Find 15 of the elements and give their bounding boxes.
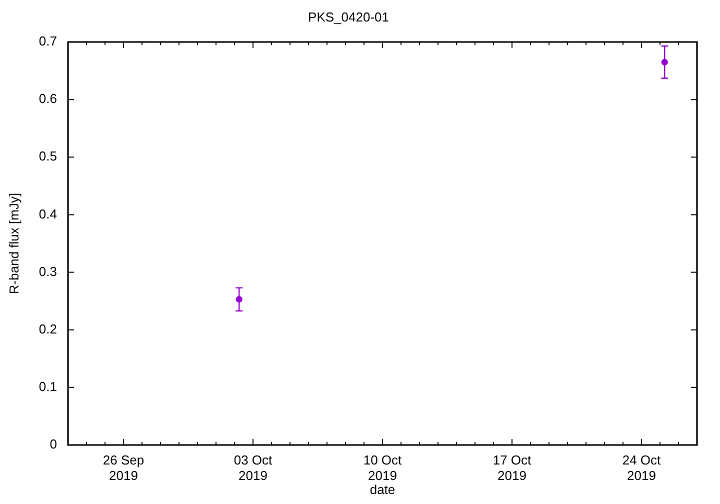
x-tick-label: 17 Oct 2019 — [492, 452, 532, 483]
y-tick-label: 0.2 — [38, 321, 57, 336]
y-tick-label: 0.7 — [38, 34, 57, 49]
chart-title: PKS_0420-01 — [308, 9, 389, 24]
x-tick-label: 03 Oct 2019 — [234, 452, 273, 483]
y-tick-label: 0.1 — [38, 379, 57, 394]
x-tick-label: 24 Oct 2019 — [622, 452, 662, 483]
y-tick-label: 0.5 — [38, 148, 57, 164]
y-tick-label: 0.3 — [38, 264, 57, 279]
y-axis-title: R-band flux [mJy] — [6, 192, 22, 294]
x-tick-label: 26 Sep 2019 — [102, 452, 144, 483]
y-tick-label: 0.4 — [38, 206, 57, 222]
y-tick-label: 0.6 — [38, 91, 57, 106]
x-axis-title: date — [370, 482, 396, 497]
y-tick-label: 0 — [50, 436, 57, 452]
